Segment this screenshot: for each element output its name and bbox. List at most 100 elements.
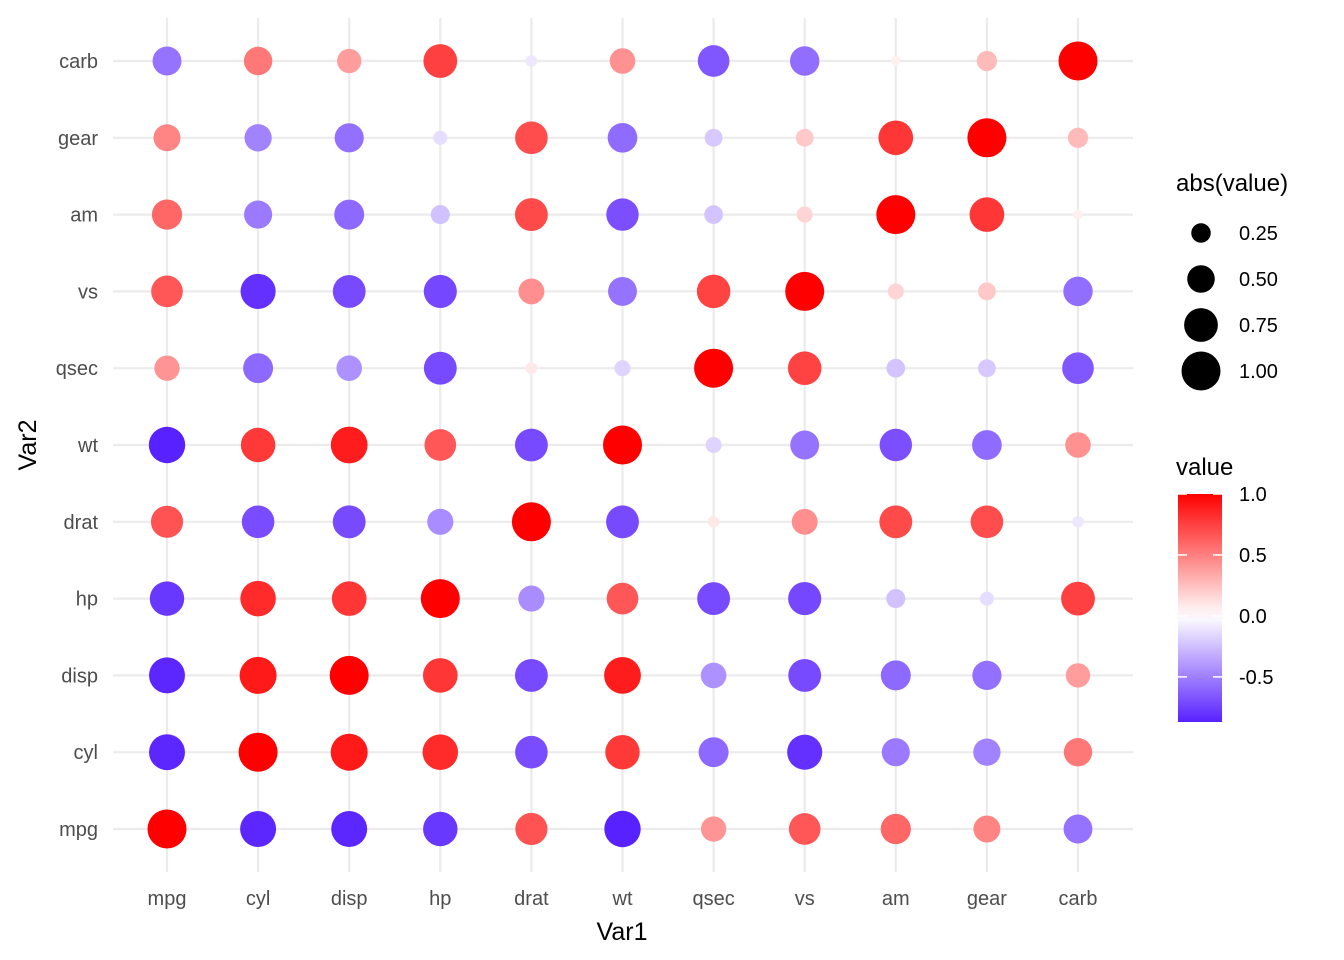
point-qsec-qsec — [694, 348, 734, 388]
point-am-am — [876, 195, 916, 235]
point-cyl-disp — [239, 656, 277, 694]
color-legend-label-2: 0.0 — [1239, 606, 1267, 628]
data-points — [147, 41, 1098, 849]
point-vs-vs — [785, 271, 825, 311]
point-vs-wt — [790, 430, 820, 460]
point-gear-vs — [977, 282, 996, 301]
point-qsec-carb — [697, 45, 730, 77]
x-tick-label-disp: disp — [331, 888, 368, 910]
point-disp-cyl — [330, 733, 368, 771]
point-disp-mpg — [331, 811, 368, 847]
point-wt-disp — [604, 657, 641, 694]
color-legend-title: value — [1176, 454, 1233, 481]
point-am-qsec — [886, 358, 906, 378]
point-wt-hp — [606, 582, 639, 615]
size-legend-label-0: 0.25 — [1239, 223, 1278, 245]
point-carb-disp — [1065, 663, 1091, 688]
point-cyl-wt — [240, 427, 276, 463]
point-carb-mpg — [1063, 814, 1093, 844]
point-qsec-drat — [707, 515, 720, 528]
point-cyl-vs — [240, 273, 276, 309]
point-vs-drat — [791, 508, 818, 535]
point-qsec-vs — [696, 274, 731, 309]
point-hp-am — [430, 205, 450, 225]
point-disp-gear — [334, 123, 364, 153]
point-carb-carb — [1058, 41, 1098, 81]
point-hp-gear — [433, 130, 448, 145]
point-hp-mpg — [423, 811, 458, 847]
point-drat-vs — [518, 278, 545, 305]
size-legend-key-3 — [1181, 351, 1221, 391]
point-qsec-wt — [705, 436, 722, 454]
y-axis-ticks: mpg cyl disp hp drat wt qsec vs am gear carb — [56, 51, 99, 841]
x-tick-label-vs: vs — [795, 888, 815, 910]
size-legend-key-2 — [1184, 308, 1218, 342]
point-gear-drat — [970, 505, 1004, 539]
color-legend: value 1.0 0.5 0.0 -0.5 — [1176, 454, 1273, 722]
point-am-wt — [879, 428, 912, 462]
point-gear-hp — [979, 591, 994, 606]
point-qsec-gear — [704, 128, 723, 147]
point-qsec-disp — [700, 662, 727, 689]
point-drat-drat — [511, 502, 551, 542]
y-tick-label-wt: wt — [77, 435, 98, 457]
x-tick-label-drat: drat — [514, 888, 549, 910]
point-qsec-mpg — [700, 816, 727, 842]
y-tick-label-mpg: mpg — [59, 819, 98, 841]
point-cyl-gear — [244, 124, 272, 152]
point-carb-am — [1073, 209, 1083, 220]
point-cyl-carb — [243, 46, 273, 76]
y-tick-label-gear: gear — [58, 128, 98, 150]
size-legend-label-1: 0.50 — [1239, 269, 1278, 291]
point-wt-drat — [606, 505, 639, 539]
point-mpg-disp — [149, 657, 185, 694]
point-mpg-carb — [152, 46, 182, 76]
point-cyl-am — [244, 200, 273, 229]
point-vs-carb — [789, 46, 820, 76]
y-tick-label-drat: drat — [64, 512, 99, 534]
point-drat-am — [514, 198, 548, 232]
point-am-disp — [880, 660, 911, 691]
point-gear-carb — [976, 50, 998, 72]
point-disp-am — [334, 199, 365, 230]
y-tick-label-am: am — [70, 205, 98, 227]
point-cyl-drat — [241, 505, 275, 539]
y-tick-label-cyl: cyl — [74, 742, 98, 764]
point-mpg-vs — [151, 275, 183, 308]
point-disp-vs — [332, 274, 366, 308]
point-qsec-cyl — [698, 737, 729, 768]
x-axis-ticks: mpg cyl disp hp drat wt qsec vs am gear carb — [148, 888, 1098, 910]
point-mpg-drat — [150, 505, 184, 538]
point-disp-hp — [331, 581, 367, 616]
point-wt-am — [606, 198, 639, 231]
point-drat-qsec — [525, 362, 538, 375]
color-legend-label-0: 1.0 — [1239, 484, 1267, 506]
point-drat-wt — [514, 428, 548, 462]
point-qsec-hp — [697, 582, 731, 616]
color-legend-label-1: 0.5 — [1239, 545, 1267, 567]
point-hp-qsec — [423, 351, 457, 385]
point-am-gear — [878, 120, 914, 156]
point-qsec-am — [704, 205, 723, 224]
y-tick-label-qsec: qsec — [56, 358, 98, 380]
size-legend-key-1 — [1187, 265, 1215, 293]
point-disp-carb — [337, 48, 362, 74]
point-gear-mpg — [973, 815, 1001, 843]
point-disp-disp — [329, 655, 369, 695]
color-legend-items: 1.0 0.5 0.0 -0.5 — [1178, 484, 1273, 689]
y-axis-title: Var2 — [14, 420, 42, 471]
point-drat-disp — [514, 658, 548, 692]
point-vs-am — [796, 206, 813, 223]
point-cyl-hp — [240, 580, 276, 617]
point-hp-hp — [420, 579, 460, 619]
point-am-hp — [886, 589, 906, 609]
point-vs-qsec — [787, 351, 822, 385]
point-gear-wt — [972, 430, 1002, 460]
point-wt-wt — [603, 425, 642, 465]
point-cyl-qsec — [243, 353, 274, 384]
point-drat-cyl — [515, 735, 548, 769]
point-drat-gear — [515, 121, 548, 155]
y-tick-label-vs: vs — [78, 281, 98, 303]
x-tick-label-hp: hp — [429, 888, 451, 910]
